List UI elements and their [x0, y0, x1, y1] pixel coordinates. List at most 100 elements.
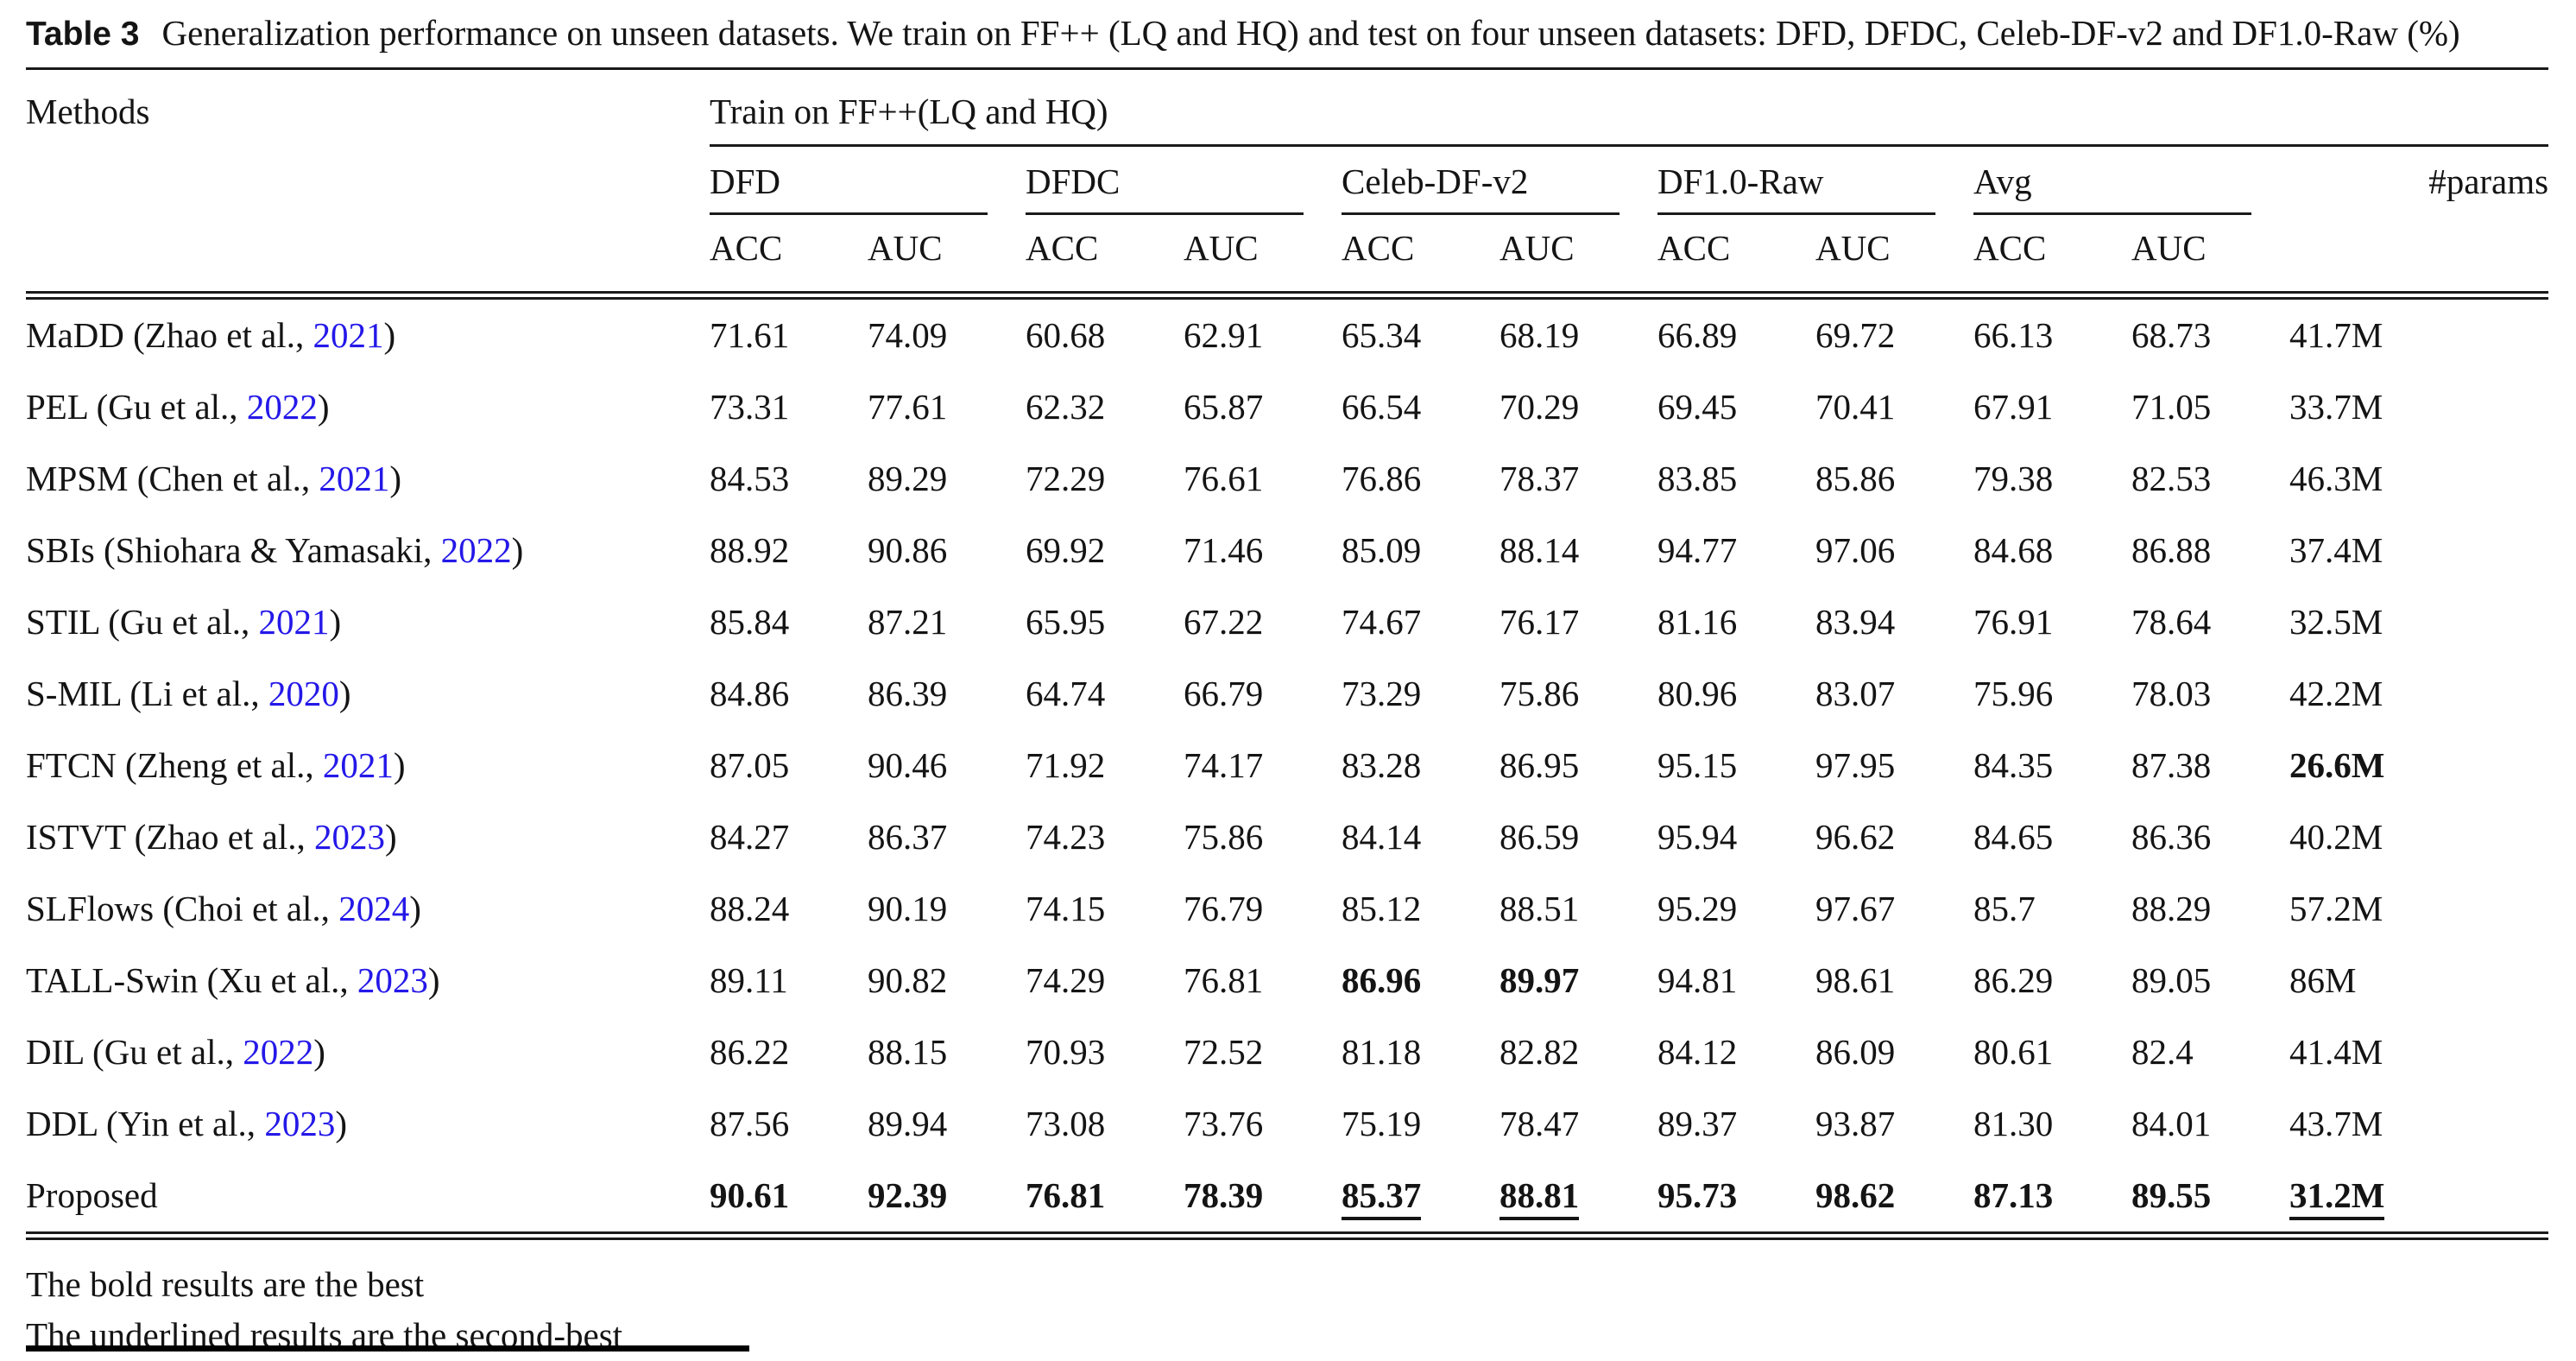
citation-year-link[interactable]: 2021 — [313, 315, 384, 355]
metric-value: 85.37 — [1342, 1175, 1422, 1220]
citation-year-link[interactable]: 2022 — [246, 387, 318, 427]
value-cell: 76.81 — [1026, 1160, 1184, 1240]
value-cell: 73.08 — [1026, 1088, 1184, 1160]
table-row: SBIs (Shiohara & Yamasaki, 2022) 88.92 90.… — [26, 515, 2548, 586]
metric-value: 88.15 — [868, 1032, 948, 1072]
metric-value: 85.7 — [1973, 889, 2036, 928]
citation-year-link[interactable]: 2023 — [314, 817, 385, 857]
table-row: STIL (Gu et al., 2021) 85.84 87.21 65.95 67.… — [26, 586, 2548, 658]
value-cell: 87.38 — [2131, 730, 2289, 801]
value-cell: 86.95 — [1500, 730, 1657, 801]
value-cell: 81.16 — [1657, 586, 1815, 658]
table-row: MaDD (Zhao et al., 2021) 71.61 74.09 60.68 6… — [26, 295, 2548, 371]
citation-year-link[interactable]: 2022 — [440, 530, 512, 570]
table-row: S-MIL (Li et al., 2020) 84.86 86.39 64.74 66… — [26, 658, 2548, 730]
value-cell: 76.86 — [1342, 443, 1500, 515]
metric-value: 90.61 — [710, 1175, 790, 1215]
value-cell: 82.82 — [1500, 1016, 1657, 1088]
citation-year-link[interactable]: 2021 — [322, 745, 394, 785]
value-cell: 90.46 — [868, 730, 1026, 801]
metric-value: 84.86 — [710, 674, 790, 713]
params-cell: 41.4M — [2289, 1016, 2548, 1088]
col-group-label: DFDC — [1026, 161, 1304, 215]
citation-year-link[interactable]: 2024 — [338, 889, 410, 928]
value-cell: 70.29 — [1500, 371, 1657, 443]
metric-value: 70.93 — [1026, 1032, 1106, 1072]
value-cell: 80.61 — [1973, 1016, 2131, 1088]
params-cell: 37.4M — [2289, 515, 2548, 586]
citation-year-link[interactable]: 2021 — [258, 602, 330, 642]
metric-value: 69.92 — [1026, 530, 1106, 570]
method-cell: DDL (Yin et al., 2023) — [26, 1088, 710, 1160]
value-cell: 60.68 — [1026, 295, 1184, 371]
value-cell: 74.09 — [868, 295, 1026, 371]
method-cell: MaDD (Zhao et al., 2021) — [26, 295, 710, 371]
metric-value: 71.05 — [2131, 387, 2212, 427]
citation-year-link[interactable]: 2023 — [264, 1104, 336, 1143]
col-subheader-acc: ACC — [1342, 215, 1500, 300]
results-table: Methods Train on FF++(LQ and HQ) DFD DFDC… — [26, 67, 2549, 1240]
method-cell: ISTVT (Zhao et al., 2023) — [26, 801, 710, 873]
metric-value: 72.52 — [1184, 1032, 1264, 1072]
value-cell: 67.91 — [1973, 371, 2131, 443]
method-cell: TALL-Swin (Xu et al., 2023) — [26, 945, 710, 1016]
metric-value: 88.29 — [2131, 889, 2212, 928]
value-cell: 90.19 — [868, 873, 1026, 945]
params-value: 41.7M — [2289, 315, 2383, 355]
value-cell: 88.51 — [1500, 873, 1657, 945]
value-cell: 68.19 — [1500, 295, 1657, 371]
value-cell: 70.41 — [1815, 371, 1973, 443]
metric-value: 84.35 — [1973, 745, 2054, 785]
citation-year-link[interactable]: 2020 — [268, 674, 339, 713]
metric-value: 86.37 — [868, 817, 948, 857]
method-name: SBIs (Shiohara & Yamasaki, — [26, 530, 441, 570]
method-name-close: ) — [338, 674, 351, 713]
metric-value: 74.17 — [1184, 745, 1264, 785]
metric-value: 84.53 — [710, 459, 790, 498]
col-subheader-acc: ACC — [1973, 215, 2131, 300]
value-cell: 66.79 — [1184, 658, 1342, 730]
params-value: 57.2M — [2289, 889, 2383, 928]
value-cell: 86.36 — [2131, 801, 2289, 873]
value-cell: 98.61 — [1815, 945, 1973, 1016]
method-name: DIL (Gu et al., — [26, 1032, 243, 1072]
metric-value: 95.73 — [1657, 1175, 1738, 1215]
metric-value: 89.05 — [2131, 960, 2212, 1000]
metric-value: 95.15 — [1657, 745, 1738, 785]
col-group-dfd: DFD — [710, 146, 1026, 215]
params-cell: 42.2M — [2289, 658, 2548, 730]
header-row-metrics: ACC AUC ACC AUC ACC AUC ACC AUC ACC AUC — [26, 215, 2548, 300]
citation-year-link[interactable]: 2021 — [319, 459, 390, 498]
metric-value: 86.59 — [1500, 817, 1580, 857]
metric-value: 86.29 — [1973, 960, 2054, 1000]
method-name-close: ) — [313, 1032, 325, 1072]
metric-value: 97.06 — [1815, 530, 1896, 570]
metric-value: 75.86 — [1500, 674, 1580, 713]
citation-year-link[interactable]: 2022 — [243, 1032, 314, 1072]
params-cell: 46.3M — [2289, 443, 2548, 515]
metric-value: 76.81 — [1184, 960, 1264, 1000]
value-cell: 89.05 — [2131, 945, 2289, 1016]
header-row-span: Methods Train on FF++(LQ and HQ) — [26, 68, 2549, 300]
value-cell: 95.73 — [1657, 1160, 1815, 1240]
metric-value: 84.12 — [1657, 1032, 1738, 1072]
metric-value: 64.74 — [1026, 674, 1106, 713]
value-cell: 86.39 — [868, 658, 1026, 730]
value-cell: 86.09 — [1815, 1016, 1973, 1088]
method-cell: PEL (Gu et al., 2022) — [26, 371, 710, 443]
metric-value: 65.34 — [1342, 315, 1422, 355]
value-cell: 80.96 — [1657, 658, 1815, 730]
params-value: 43.7M — [2289, 1104, 2383, 1143]
metric-value: 85.84 — [710, 602, 790, 642]
metric-value: 81.18 — [1342, 1032, 1422, 1072]
method-name: STIL (Gu et al., — [26, 602, 259, 642]
value-cell: 95.94 — [1657, 801, 1815, 873]
metric-value: 86.39 — [868, 674, 948, 713]
metric-value: 89.94 — [868, 1104, 948, 1143]
metric-value: 84.01 — [2131, 1104, 2212, 1143]
metric-value: 78.39 — [1184, 1175, 1264, 1215]
citation-year-link[interactable]: 2023 — [357, 960, 428, 1000]
metric-value: 71.46 — [1184, 530, 1264, 570]
value-cell: 85.86 — [1815, 443, 1973, 515]
metric-value: 74.67 — [1342, 602, 1422, 642]
